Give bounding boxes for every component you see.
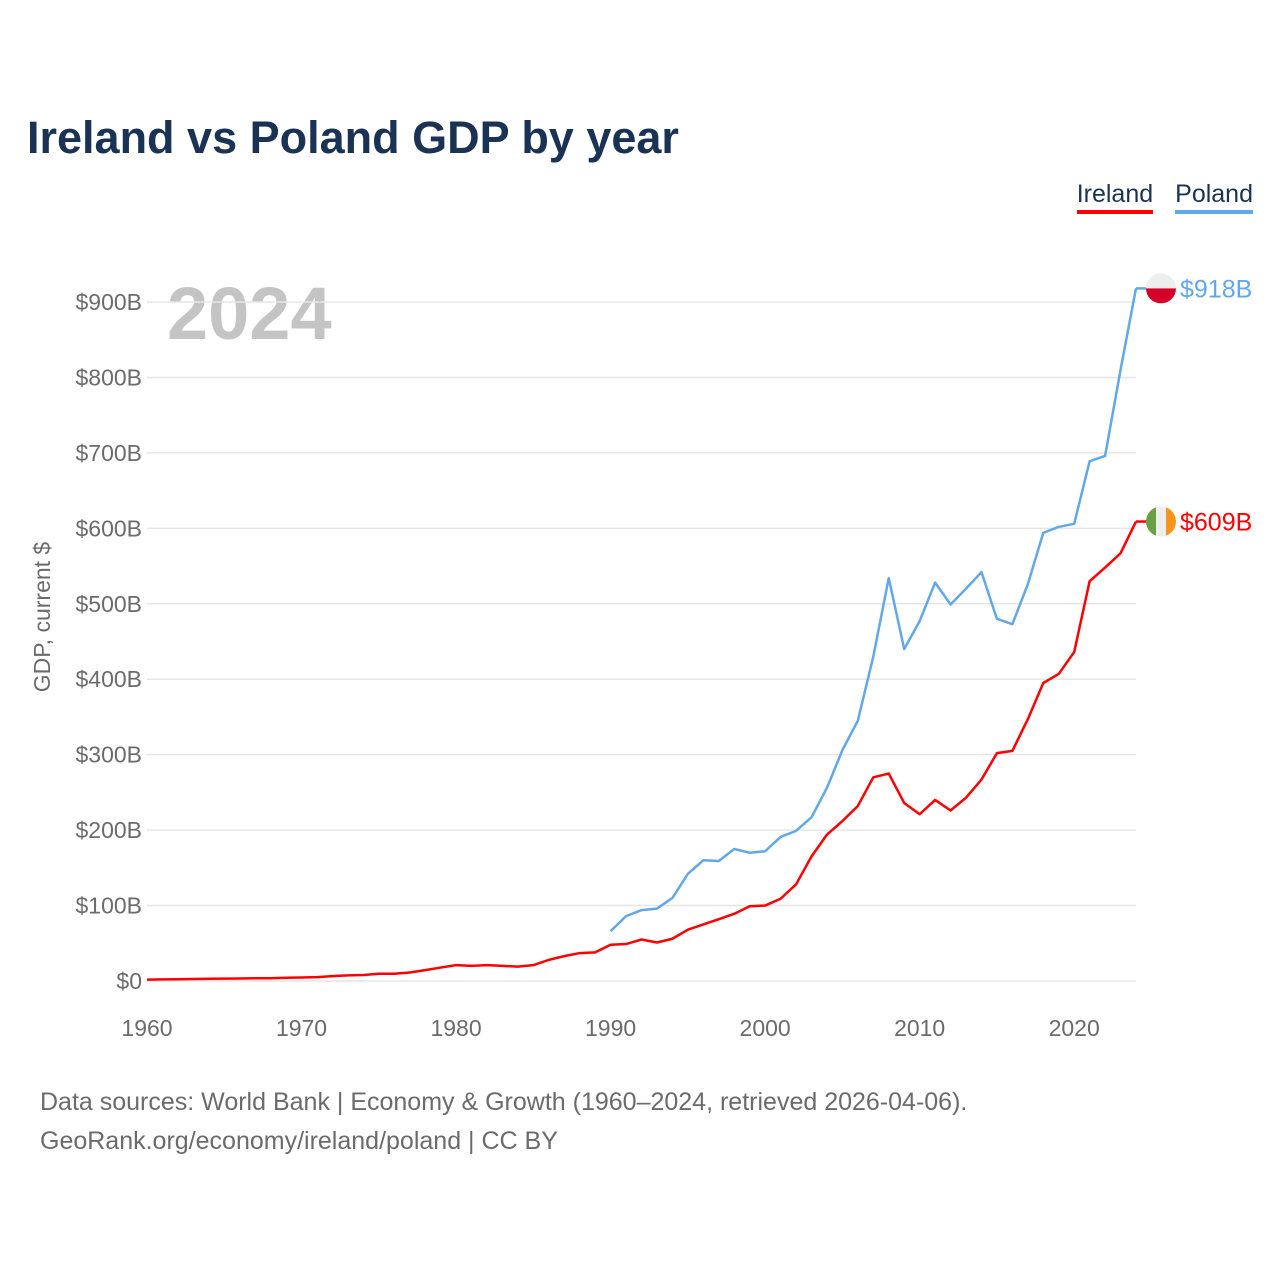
y-tick-label: $600B — [75, 515, 142, 541]
end-value-label: $918B — [1180, 275, 1252, 303]
y-tick-label: $900B — [75, 289, 142, 315]
flag-green — [1146, 506, 1156, 537]
x-tick-label: 2010 — [894, 1015, 945, 1041]
y-tick-label: $100B — [75, 893, 142, 919]
end-value-label: $609B — [1180, 509, 1252, 537]
flag-orange — [1166, 506, 1176, 537]
attribution-link[interactable]: GeoRank.org/economy/ireland/poland | CC … — [40, 1127, 558, 1155]
legend: Ireland Poland — [1076, 180, 1253, 214]
chart-title: Ireland vs Poland GDP by year — [27, 112, 679, 163]
y-tick-label: $0 — [116, 968, 142, 994]
source-text: Data sources: World Bank | Economy & Gro… — [40, 1088, 968, 1116]
ireland-flag-icon — [1146, 506, 1176, 537]
legend-ireland[interactable]: Ireland — [1076, 180, 1154, 214]
y-tick-label: $400B — [75, 666, 142, 692]
poland-flag-icon — [1146, 273, 1176, 304]
legend-poland[interactable]: Poland — [1175, 180, 1253, 214]
x-tick-label: 1960 — [121, 1015, 172, 1041]
y-axis-label: GDP, current $ — [29, 542, 55, 693]
x-tick-label: 2000 — [740, 1015, 791, 1041]
footer: Data sources: World Bank | Economy & Gro… — [40, 1083, 967, 1161]
flag-red — [1146, 288, 1176, 304]
x-tick-label: 2020 — [1049, 1015, 1100, 1041]
y-tick-label: $700B — [75, 440, 142, 466]
x-tick-label: 1990 — [585, 1015, 636, 1041]
y-tick-label: $800B — [75, 364, 142, 390]
y-tick-label: $300B — [75, 742, 142, 768]
y-tick-label: $500B — [75, 591, 142, 617]
y-tick-label: $200B — [75, 817, 142, 843]
x-tick-label: 1970 — [276, 1015, 327, 1041]
x-tick-label: 1980 — [430, 1015, 481, 1041]
flag-white — [1156, 506, 1166, 537]
series-line-ireland — [146, 520, 1138, 981]
year-watermark: 2024 — [167, 272, 332, 355]
series-line-poland — [609, 288, 1138, 933]
flag-white — [1146, 273, 1176, 289]
